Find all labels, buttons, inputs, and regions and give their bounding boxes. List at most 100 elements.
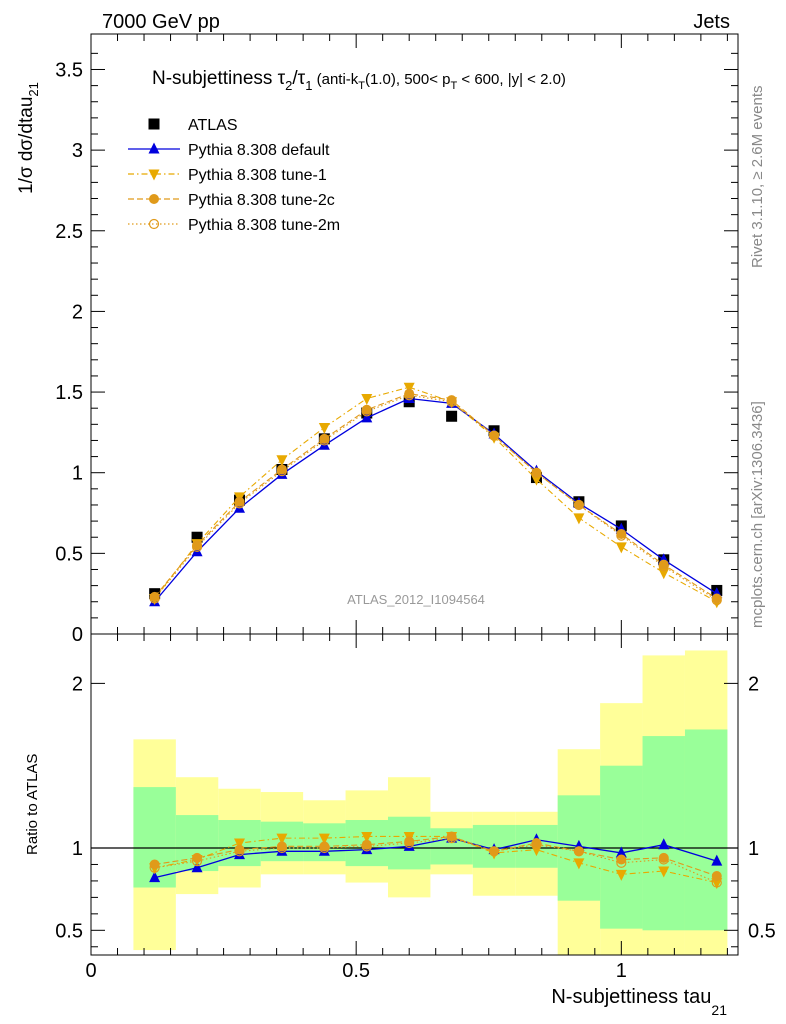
ratio-xtick-label: 1 xyxy=(616,960,627,982)
main-point-atlas xyxy=(446,410,458,422)
main-point-pythia-8-308-tune-2m xyxy=(573,499,585,511)
header-left: 7000 GeV pp xyxy=(102,11,220,33)
ratio-point-pythia-8-308-tune-2c xyxy=(149,859,160,870)
ratio-ytick-label-right: 1 xyxy=(748,838,759,860)
main-series-line-pythia-8-308-tune-1 xyxy=(154,386,718,603)
legend-entry-label: Pythia 8.308 tune-2m xyxy=(188,217,340,234)
legend-marker xyxy=(148,142,160,154)
ratio-point-pythia-8-308-tune-1 xyxy=(361,831,373,843)
main-point-pythia-8-308-tune-2c xyxy=(489,430,500,441)
ratio-point-pythia-8-308-tune-1 xyxy=(658,866,670,878)
ratio-series-line-pythia-8-308-tune-2c xyxy=(154,835,717,877)
ratio-series-line-pythia-8-308-default xyxy=(154,837,717,879)
main-ytick-label: 0 xyxy=(72,624,83,646)
legend-entry-label: Pythia 8.308 tune-1 xyxy=(188,167,327,184)
main-point-pythia-8-308-tune-1 xyxy=(573,513,585,525)
main-series-line-pythia-8-308-tune-2c xyxy=(154,393,718,599)
legend-entry-label: Pythia 8.308 default xyxy=(188,142,330,159)
ratio-ytick-label-right: 0.5 xyxy=(748,920,776,942)
ratio-ytick-label: 0.5 xyxy=(55,920,83,942)
ratio-point-pythia-8-308-tune-1 xyxy=(711,878,723,890)
main-point-pythia-8-308-tune-2m xyxy=(319,435,330,446)
ratio-point-pythia-8-308-tune-2m xyxy=(488,846,500,857)
main-ytick-label: 3 xyxy=(72,140,83,162)
main-point-pythia-8-308-tune-1 xyxy=(318,423,330,435)
ratio-point-pythia-8-308-default xyxy=(149,871,161,883)
ratio-xtick-label: 0 xyxy=(85,960,96,982)
ratio-point-pythia-8-308-tune-2m xyxy=(711,877,722,888)
uncertainty-band-stat xyxy=(684,729,728,931)
main-point-pythia-8-308-tune-2m xyxy=(361,406,372,417)
ratio-point-pythia-8-308-tune-2m xyxy=(616,857,627,868)
ratio-point-pythia-8-308-tune-1 xyxy=(615,869,627,881)
ratio-point-pythia-8-308-tune-2c xyxy=(489,846,500,857)
ratio-point-pythia-8-308-default xyxy=(711,854,723,866)
main-ylabel: 1/σ dσ/dtau21 xyxy=(16,82,41,194)
main-point-pythia-8-308-default xyxy=(361,411,373,423)
ratio-point-pythia-8-308-tune-2c xyxy=(616,854,627,865)
main-point-pythia-8-308-tune-1 xyxy=(403,382,415,394)
main-point-pythia-8-308-tune-2m xyxy=(149,593,160,604)
main-ytick-label: 1.5 xyxy=(55,382,83,404)
ratio-panel: 0.5 0.51 12 20 0.5 1 Ratio to ATLAS N-subjett… xyxy=(24,633,776,1018)
ratio-ylabel: Ratio to ATLAS xyxy=(24,754,41,855)
legend: ATLAS Pythia 8.308 default Pythia 8.308 tu… xyxy=(128,117,340,234)
main-point-pythia-8-308-tune-1 xyxy=(530,474,542,486)
main-point-pythia-8-308-tune-1 xyxy=(615,542,627,554)
legend-entry-label: ATLAS xyxy=(188,117,238,134)
main-point-pythia-8-308-tune-2m xyxy=(276,465,288,477)
main-point-pythia-8-308-tune-2m xyxy=(658,561,669,572)
ratio-point-pythia-8-308-tune-1 xyxy=(318,833,330,845)
ratio-point-pythia-8-308-tune-2m xyxy=(658,854,669,865)
main-series-line-pythia-8-308-default xyxy=(154,397,718,603)
main-point-pythia-8-308-tune-2m xyxy=(446,396,457,407)
ratio-ytick-label: 2 xyxy=(72,673,83,695)
main-point-pythia-8-308-tune-1 xyxy=(276,455,288,467)
main-point-pythia-8-308-default xyxy=(233,501,245,513)
ratio-point-pythia-8-308-tune-1 xyxy=(233,838,245,850)
analysis-watermark: ATLAS_2012_I1094564 xyxy=(347,592,485,607)
ratio-point-pythia-8-308-tune-2m xyxy=(361,841,372,852)
main-point-pythia-8-308-tune-2m xyxy=(404,390,415,401)
main-point-atlas xyxy=(191,531,203,543)
ratio-point-pythia-8-308-tune-2m xyxy=(531,839,542,850)
main-point-pythia-8-308-tune-2m xyxy=(488,430,500,441)
main-series-line-pythia-8-308-tune-2m xyxy=(154,394,718,601)
main-ytick-label: 0.5 xyxy=(55,543,83,565)
ratio-point-pythia-8-308-tune-1 xyxy=(276,833,288,845)
ratio-xtick-label: 0.5 xyxy=(342,960,370,982)
main-ytick-label: 1 xyxy=(72,463,83,485)
main-ytick-label: 2.5 xyxy=(55,221,83,243)
ratio-point-pythia-8-308-tune-2m xyxy=(319,842,330,854)
header-right: Jets xyxy=(693,11,730,33)
ratio-series-line-pythia-8-308-tune-1 xyxy=(154,835,717,884)
ratio-point-pythia-8-308-tune-2c xyxy=(192,852,203,863)
mcplots-label: mcplots.cern.ch [arXiv:1306.3436] xyxy=(749,401,766,628)
ratio-point-pythia-8-308-tune-2m xyxy=(149,862,160,873)
main-point-pythia-8-308-tune-2m xyxy=(531,467,542,478)
legend-marker xyxy=(148,118,160,130)
main-point-pythia-8-308-tune-1 xyxy=(361,394,373,406)
ratio-point-pythia-8-308-tune-2m xyxy=(234,846,245,857)
main-point-pythia-8-308-tune-2m xyxy=(234,498,245,509)
ratio-point-pythia-8-308-default xyxy=(615,846,627,858)
main-point-pythia-8-308-tune-2m xyxy=(711,595,722,606)
legend-marker xyxy=(149,194,159,204)
main-panel: 0 0.5 1 1.5 2 2.5 3 3.5 N-subjettiness τ2/τ1 (a… xyxy=(16,33,739,646)
main-ytick-label: 2 xyxy=(72,301,83,323)
ratio-point-pythia-8-308-tune-1 xyxy=(573,858,585,870)
ratio-point-pythia-8-308-tune-2m xyxy=(276,842,288,854)
ratio-point-pythia-8-308-tune-2m xyxy=(446,833,457,844)
ratio-point-pythia-8-308-default xyxy=(658,838,670,850)
main-point-pythia-8-308-default xyxy=(191,545,203,557)
legend-entry-label: Pythia 8.308 tune-2c xyxy=(188,192,335,209)
rivet-label: Rivet 3.1.10, ≥ 2.6M events xyxy=(749,86,766,269)
ratio-ytick-label-right: 2 xyxy=(748,673,759,695)
ratio-frame xyxy=(90,633,739,956)
main-point-pythia-8-308-tune-2m xyxy=(616,530,627,541)
ratio-point-pythia-8-308-default xyxy=(191,861,203,873)
ratio-xlabel: N-subjettiness tau21 xyxy=(551,986,727,1018)
main-point-pythia-8-308-tune-1 xyxy=(658,568,670,580)
uncertainty-band-stat xyxy=(642,736,685,931)
